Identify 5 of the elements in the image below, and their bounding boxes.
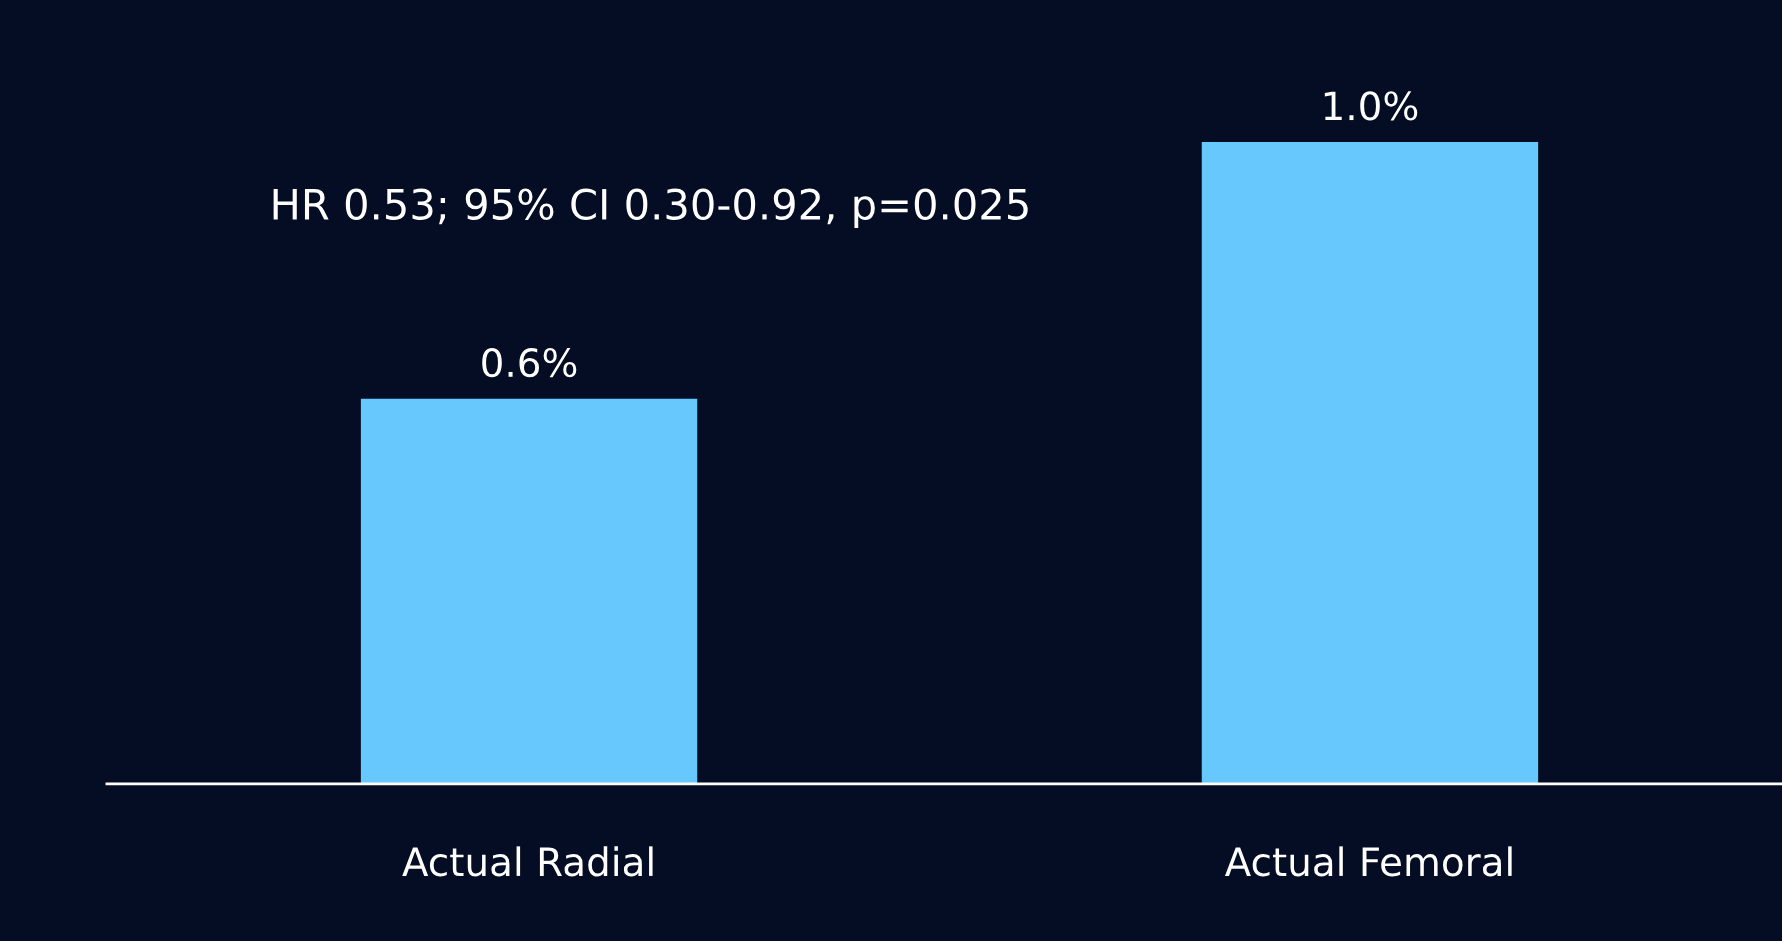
data-label: 1.0% xyxy=(1324,91,1418,121)
x-tick-label: Actual Femoral xyxy=(1224,846,1512,877)
data-label: 0.6% xyxy=(482,347,577,378)
annotation: HR 0.53; 95% CI 0.30-0.92, p=0.025 xyxy=(273,188,1028,229)
x-tick-label: Actual Radial xyxy=(402,846,653,877)
